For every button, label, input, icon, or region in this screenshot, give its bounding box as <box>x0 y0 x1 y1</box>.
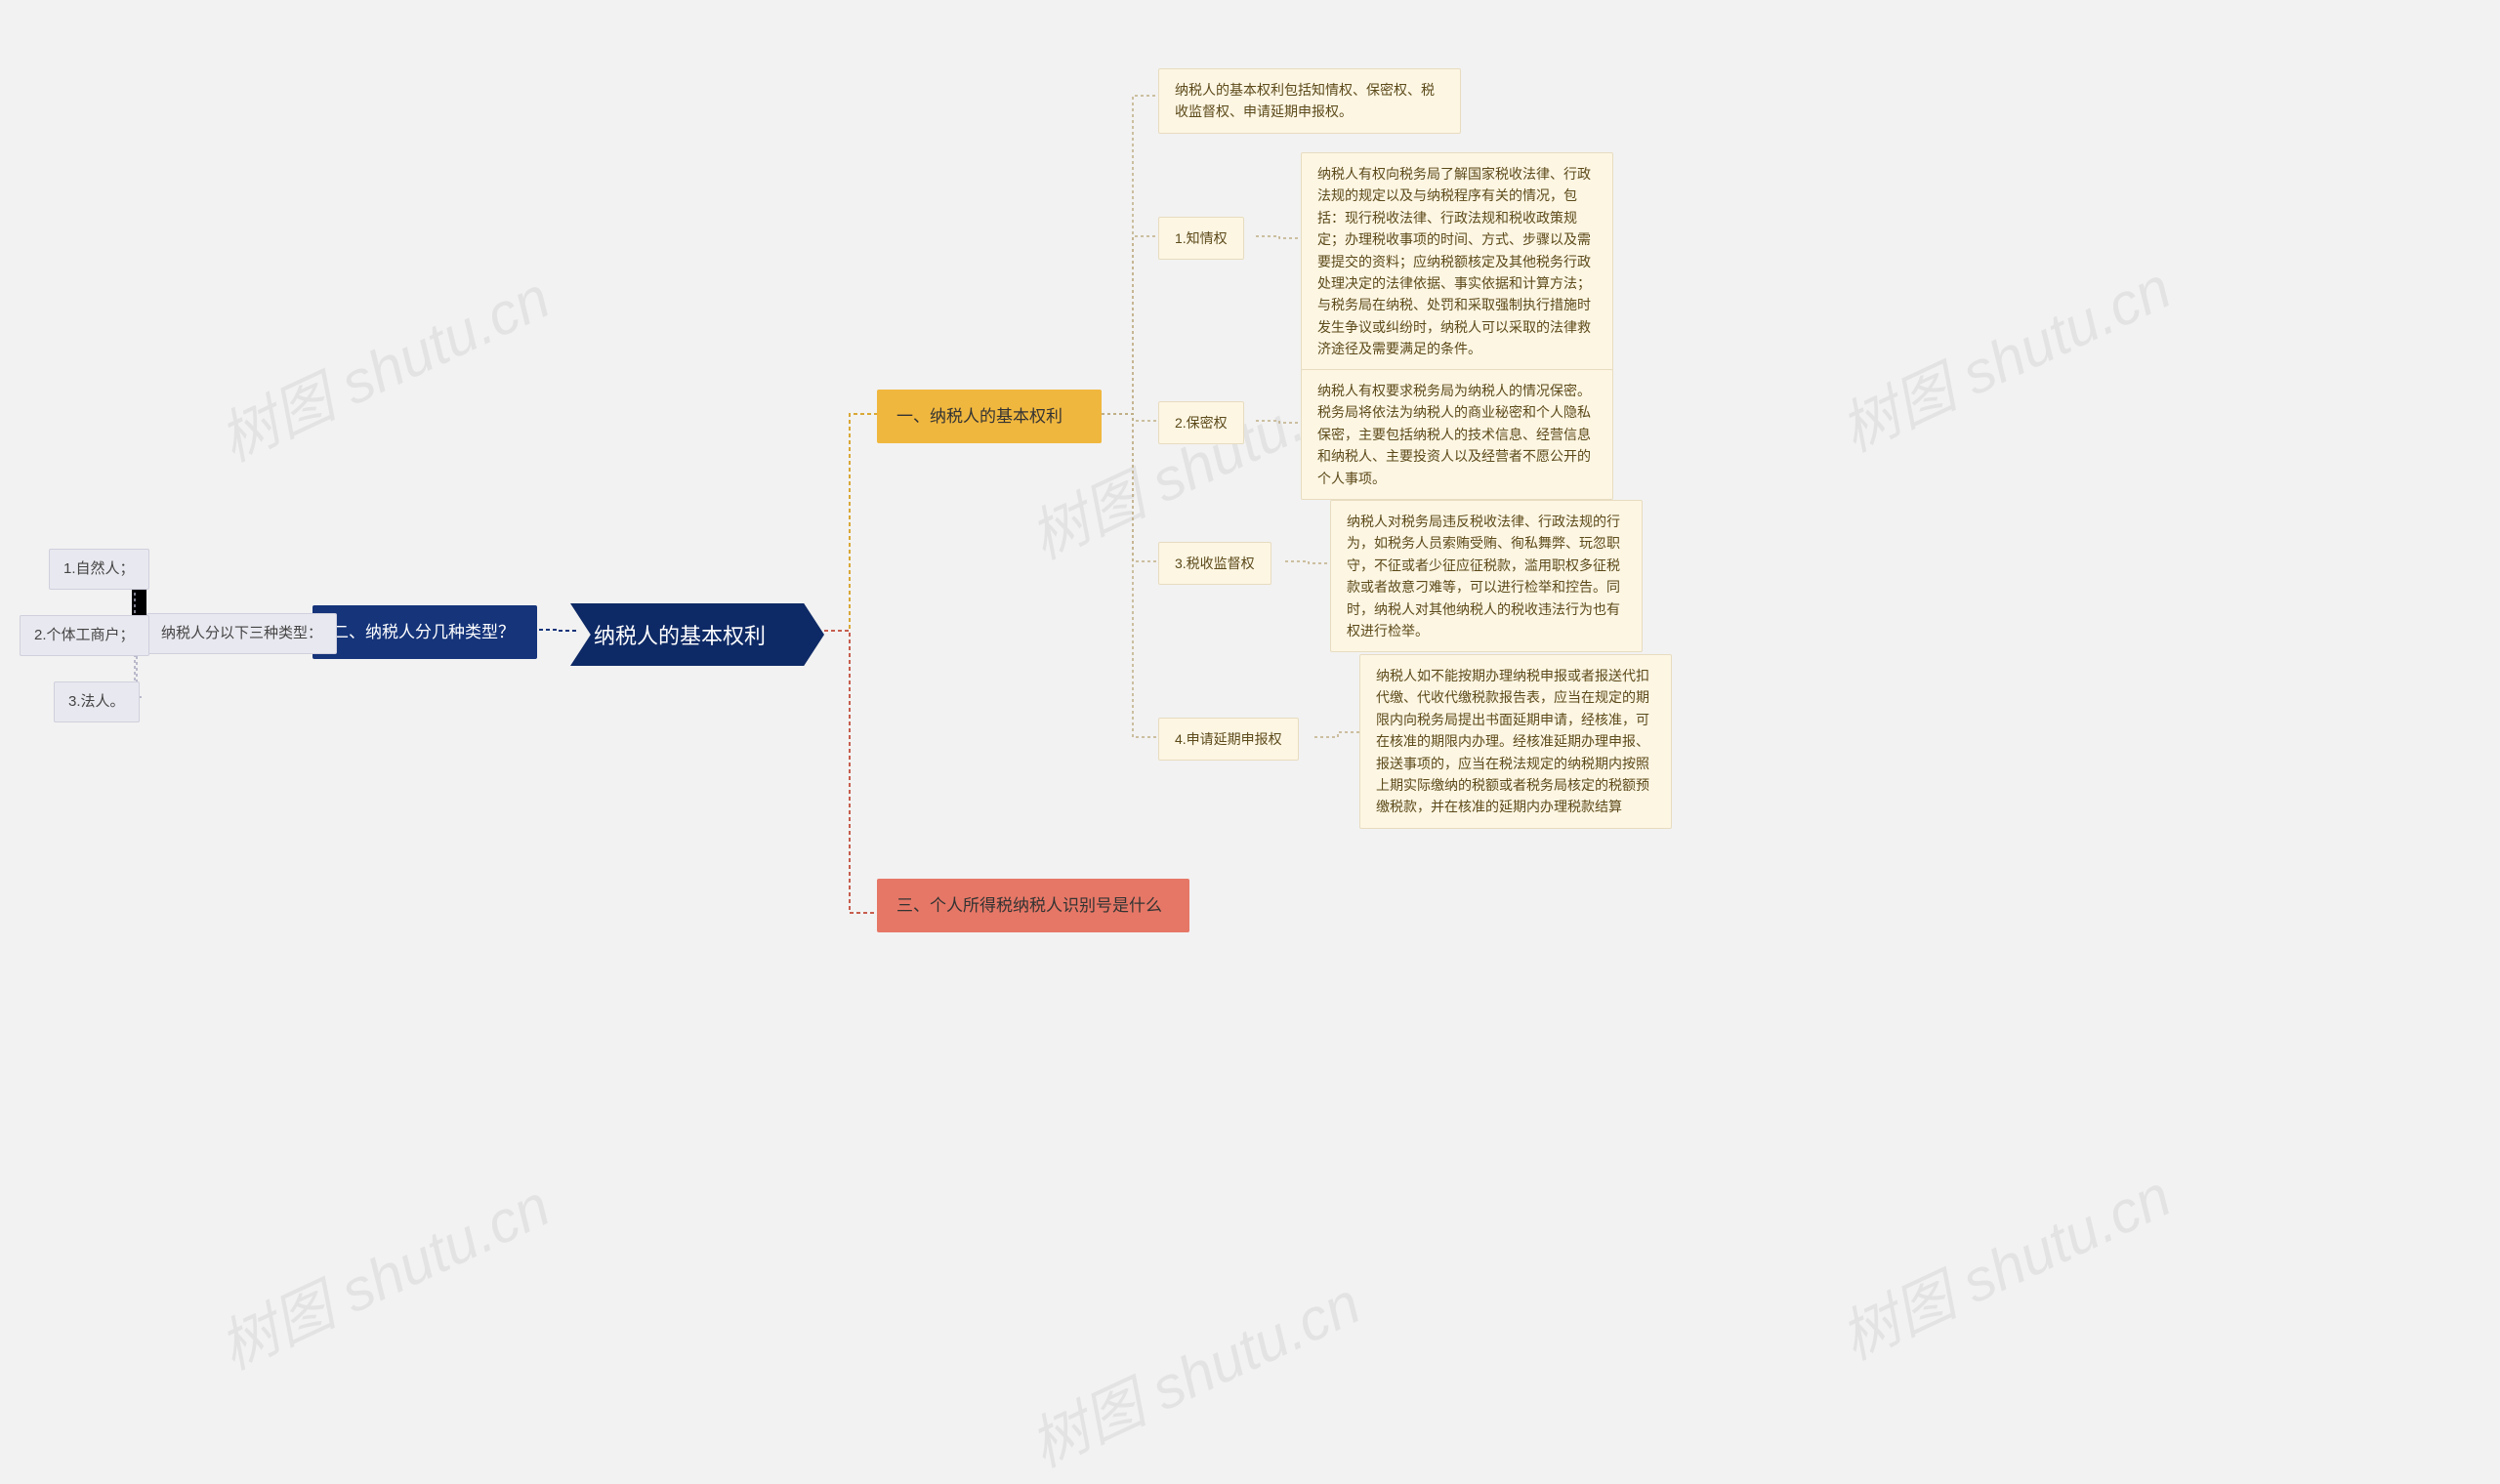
watermark: 树图 shutu.cn <box>1825 1149 2183 1376</box>
watermark: 树图 shutu.cn <box>204 1159 562 1385</box>
leaf-type-individual-biz[interactable]: 2.个体工商户； <box>20 615 149 656</box>
leaf-type-natural[interactable]: 1.自然人； <box>49 549 149 590</box>
watermark: 树图 shutu.cn <box>1825 241 2183 468</box>
watermark: 树图 shutu.cn <box>204 251 562 477</box>
leaf-right-know[interactable]: 1.知情权 <box>1158 217 1244 260</box>
leaf-type-legal[interactable]: 3.法人。 <box>54 681 140 722</box>
branch-taxpayer-types[interactable]: 二、纳税人分几种类型？ <box>312 605 537 659</box>
branch-taxpayer-id[interactable]: 三、个人所得税纳税人识别号是什么 <box>877 879 1189 932</box>
leaf-right-defer[interactable]: 4.申请延期申报权 <box>1158 718 1299 761</box>
leaf-right-supervise[interactable]: 3.税收监督权 <box>1158 542 1271 585</box>
center-node[interactable]: 纳税人的基本权利 <box>570 603 824 666</box>
leaf-right-defer-desc[interactable]: 纳税人如不能按期办理纳税申报或者报送代扣代缴、代收代缴税款报告表，应当在规定的期… <box>1359 654 1672 829</box>
leaf-right-confidential-desc[interactable]: 纳税人有权要求税务局为纳税人的情况保密。税务局将依法为纳税人的商业秘密和个人隐私… <box>1301 369 1613 500</box>
leaf-right-know-desc[interactable]: 纳税人有权向税务局了解国家税收法律、行政法规的规定以及与纳税程序有关的情况，包括… <box>1301 152 1613 371</box>
leaf-right-supervise-desc[interactable]: 纳税人对税务局违反税收法律、行政法规的行为，如税务人员索贿受贿、徇私舞弊、玩忽职… <box>1330 500 1643 652</box>
leaf-right-confidential[interactable]: 2.保密权 <box>1158 401 1244 444</box>
watermark: 树图 shutu.cn <box>1015 1257 1372 1483</box>
leaf-rights-summary[interactable]: 纳税人的基本权利包括知情权、保密权、税收监督权、申请延期申报权。 <box>1158 68 1461 134</box>
branch-basic-rights[interactable]: 一、纳税人的基本权利 <box>877 390 1102 443</box>
leaf-types-intro[interactable]: 纳税人分以下三种类型： <box>146 613 337 654</box>
